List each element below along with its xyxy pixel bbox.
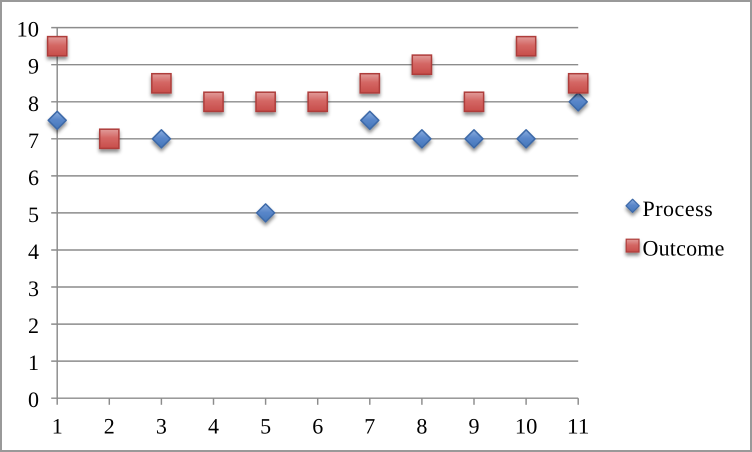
svg-text:2: 2 — [104, 414, 115, 439]
svg-text:5: 5 — [260, 414, 271, 439]
svg-text:7: 7 — [364, 414, 375, 439]
svg-text:7: 7 — [28, 128, 39, 153]
svg-text:1: 1 — [28, 350, 39, 375]
svg-text:1: 1 — [52, 414, 63, 439]
svg-text:10: 10 — [515, 414, 538, 439]
svg-text:4: 4 — [208, 414, 219, 439]
svg-text:3: 3 — [28, 276, 39, 301]
svg-text:0: 0 — [28, 387, 39, 412]
svg-text:11: 11 — [567, 414, 590, 439]
svg-text:9: 9 — [28, 54, 39, 79]
svg-text:2: 2 — [28, 313, 39, 338]
svg-text:4: 4 — [28, 239, 39, 264]
svg-text:Outcome: Outcome — [643, 235, 725, 260]
svg-text:3: 3 — [156, 414, 167, 439]
svg-text:9: 9 — [469, 414, 480, 439]
svg-text:8: 8 — [416, 414, 427, 439]
svg-text:6: 6 — [28, 165, 39, 190]
svg-text:8: 8 — [28, 91, 39, 116]
svg-text:5: 5 — [28, 202, 39, 227]
svg-text:Process: Process — [643, 196, 714, 221]
svg-text:10: 10 — [17, 17, 40, 42]
svg-text:6: 6 — [312, 414, 323, 439]
